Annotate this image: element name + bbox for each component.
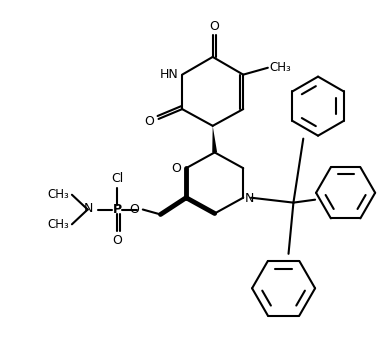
Text: O: O	[129, 203, 139, 216]
Text: CH₃: CH₃	[270, 61, 291, 74]
Text: N: N	[84, 202, 94, 215]
Text: CH₃: CH₃	[47, 188, 69, 201]
Text: O: O	[209, 20, 218, 33]
Text: HN: HN	[159, 68, 178, 81]
Polygon shape	[212, 126, 217, 153]
Text: O: O	[171, 162, 181, 175]
Text: O: O	[145, 115, 155, 129]
Text: P: P	[113, 203, 122, 216]
Text: Cl: Cl	[111, 172, 123, 185]
Text: CH₃: CH₃	[47, 218, 69, 231]
Text: N: N	[245, 192, 255, 205]
Text: O: O	[112, 234, 122, 247]
